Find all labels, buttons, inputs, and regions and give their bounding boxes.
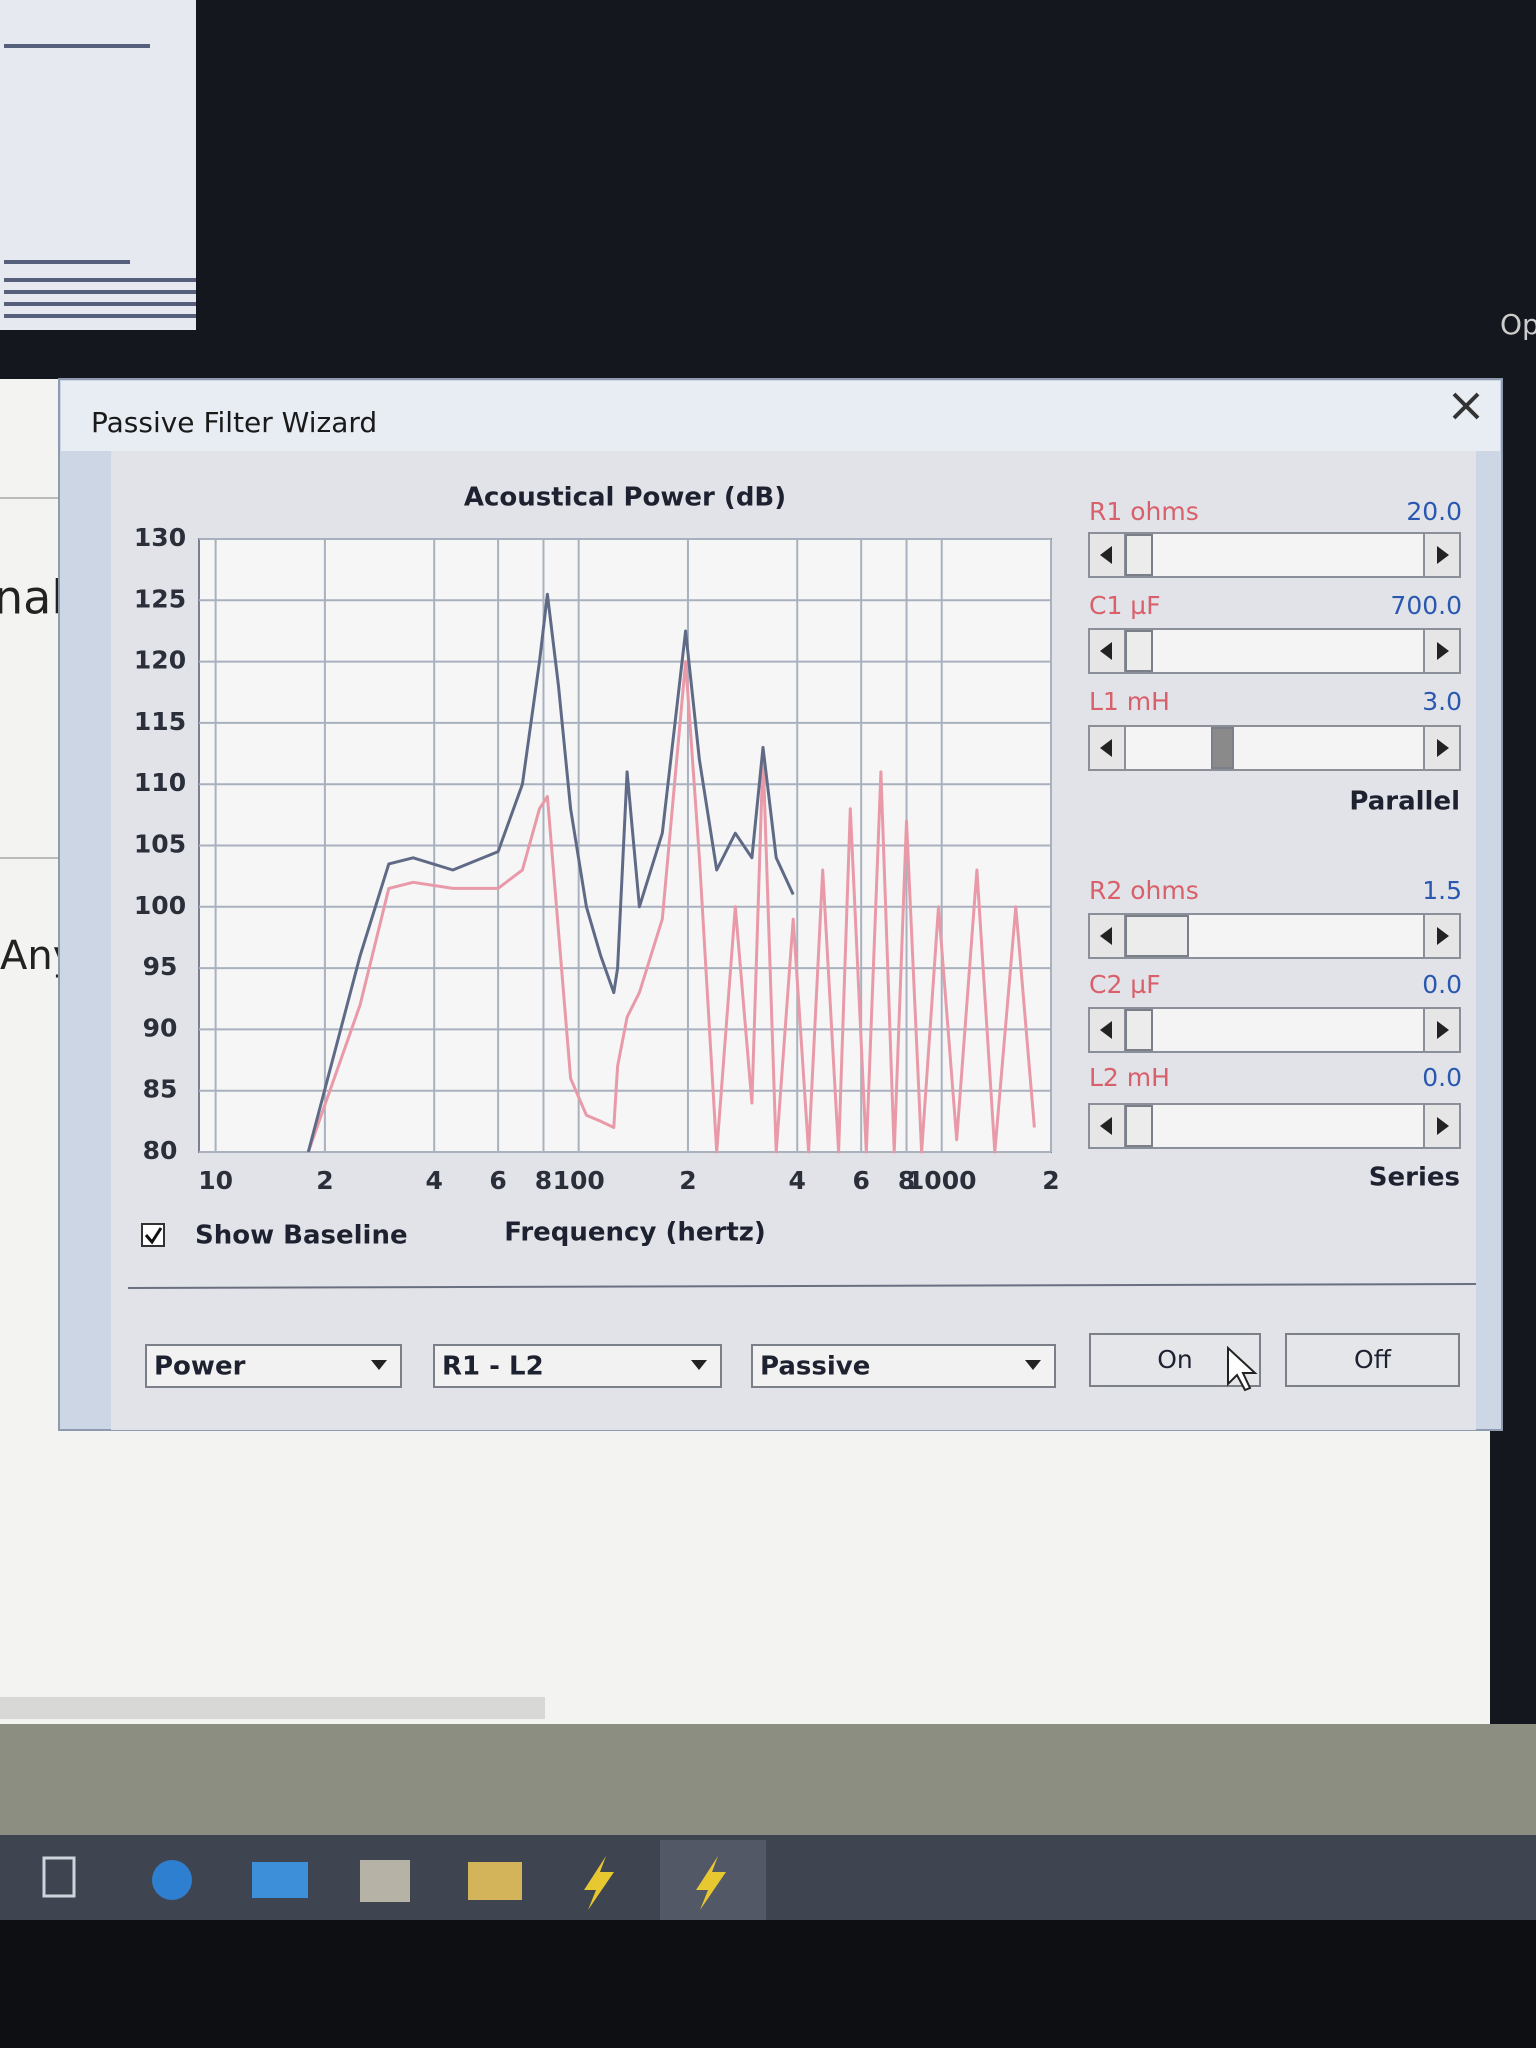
y-tick-label: 125 xyxy=(134,584,186,613)
y-tick-label: 115 xyxy=(134,707,186,736)
y-tick-label: 105 xyxy=(134,830,186,859)
background-text: nal xyxy=(0,571,64,625)
arrow-left xyxy=(1100,739,1112,757)
close-button[interactable] xyxy=(1452,392,1480,420)
arrow-left xyxy=(1100,927,1112,945)
slider-thumb[interactable] xyxy=(1125,1105,1153,1147)
title-bar xyxy=(61,381,1500,451)
arrow-left xyxy=(1100,1117,1112,1135)
dropdown-text: Passive xyxy=(760,1352,870,1382)
taskbar xyxy=(0,1835,1536,1920)
slider-value: 1.5 xyxy=(1422,876,1462,905)
chart-title: Acoustical Power (dB) xyxy=(464,483,786,513)
slider-label: L1 mH xyxy=(1089,687,1170,716)
x-tick-label: 6 xyxy=(489,1166,506,1195)
button[interactable] xyxy=(1285,1333,1460,1387)
slider-value: 20.0 xyxy=(1406,497,1462,526)
document-lines xyxy=(4,44,196,318)
arrow-right xyxy=(1437,1117,1449,1135)
y-tick-label: 110 xyxy=(134,768,186,797)
separator xyxy=(127,1283,1477,1289)
slider-label: R2 ohms xyxy=(1089,876,1199,905)
button-text: On xyxy=(1157,1345,1193,1374)
x-tick-label: 2 xyxy=(1042,1166,1059,1195)
slider-thumb[interactable] xyxy=(1211,727,1234,769)
group-label: Series xyxy=(1369,1163,1460,1193)
arrow-right xyxy=(1437,1021,1449,1039)
slider-thumb[interactable] xyxy=(1125,1009,1153,1051)
background-document xyxy=(0,0,196,330)
window-title: Passive Filter Wizard xyxy=(91,406,377,439)
plot-lines xyxy=(306,592,1036,1154)
slider-thumb[interactable] xyxy=(1125,534,1153,576)
background-text: Op xyxy=(1500,308,1536,341)
x-tick-label: 6 xyxy=(852,1166,869,1195)
slider-track[interactable] xyxy=(1088,725,1461,771)
x-tick-label: 2 xyxy=(316,1166,333,1195)
y-tick-label: 95 xyxy=(143,952,178,981)
dropdown-arrow xyxy=(1025,1360,1041,1370)
y-tick-label: 130 xyxy=(134,523,186,552)
x-axis-label: Frequency (hertz) xyxy=(504,1218,766,1248)
dropdown-text: Power xyxy=(154,1352,246,1382)
x-tick-label: 1000 xyxy=(907,1166,977,1195)
x-tick-label: 100 xyxy=(553,1166,605,1195)
slider-thumb[interactable] xyxy=(1125,915,1189,957)
y-tick-label: 85 xyxy=(143,1075,178,1104)
group-label: Parallel xyxy=(1349,787,1460,817)
slider-label: C1 µF xyxy=(1089,591,1161,620)
buttons: On Off xyxy=(1089,1333,1460,1387)
dropdown-text: R1 - L2 xyxy=(442,1352,544,1382)
dropdown-arrow xyxy=(691,1360,707,1370)
slider-label: L2 mH xyxy=(1089,1063,1170,1092)
arrow-left xyxy=(1100,1021,1112,1039)
slider-label: R1 ohms xyxy=(1089,497,1199,526)
y-tick-label: 100 xyxy=(134,891,186,920)
slider-thumb[interactable] xyxy=(1125,630,1153,672)
series-line xyxy=(306,592,795,1153)
controls: R1 ohms 20.0 C1 µF 700.0 L1 mH 3.0 Parallel R2 … xyxy=(1088,497,1462,1193)
taskbar-icons xyxy=(42,1840,766,1920)
x-tick-label: 8 xyxy=(898,1166,915,1195)
slider-label: C2 µF xyxy=(1089,970,1161,999)
x-tick-label: 2 xyxy=(679,1166,696,1195)
slider-value: 3.0 xyxy=(1422,687,1462,716)
bezel xyxy=(0,1920,1536,2048)
x-tick-label: 4 xyxy=(789,1166,806,1195)
x-tick-label: 10 xyxy=(198,1166,233,1195)
scrollbar xyxy=(0,1697,545,1719)
arrow-right xyxy=(1437,927,1449,945)
arrow-left xyxy=(1100,642,1112,660)
slider-value: 700.0 xyxy=(1390,591,1462,620)
button-text: Off xyxy=(1354,1345,1392,1374)
dropdowns: Power R1 - L2 Passive xyxy=(145,1344,1056,1388)
desktop xyxy=(0,1724,1536,1835)
slider-value: 0.0 xyxy=(1422,1063,1462,1092)
checkbox-label[interactable]: Show Baseline xyxy=(195,1221,408,1251)
y-tick-label: 80 xyxy=(143,1136,178,1165)
dropdown[interactable] xyxy=(433,1344,722,1388)
y-tick-label: 90 xyxy=(143,1013,178,1042)
series-line xyxy=(306,660,1036,1154)
checkmark xyxy=(144,1227,163,1245)
x-tick-label: 8 xyxy=(535,1166,552,1195)
dropdown-arrow xyxy=(371,1360,387,1370)
arrow-right xyxy=(1437,739,1449,757)
arrow-right xyxy=(1437,546,1449,564)
dropdown[interactable] xyxy=(751,1344,1056,1388)
arrow-right xyxy=(1437,642,1449,660)
y-tick-label: 120 xyxy=(134,646,186,675)
dropdown[interactable] xyxy=(145,1344,402,1388)
arrow-left xyxy=(1100,546,1112,564)
x-tick-label: 4 xyxy=(425,1166,442,1195)
slider-value: 0.0 xyxy=(1422,970,1462,999)
cursor xyxy=(1227,1345,1258,1392)
